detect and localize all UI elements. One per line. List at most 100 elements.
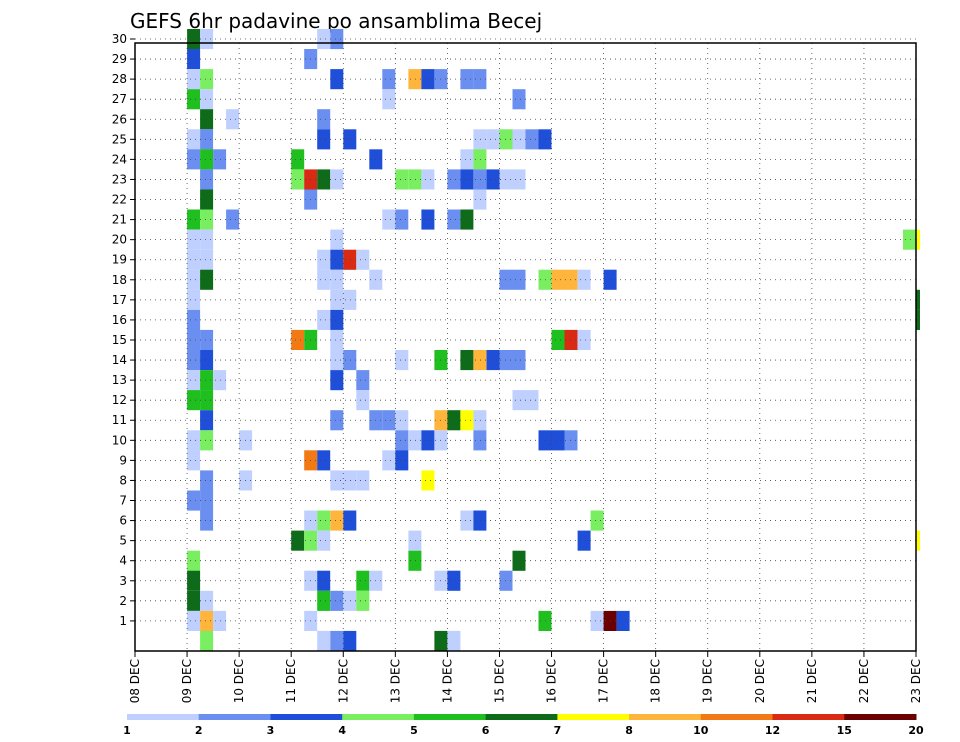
precip-cell (916, 309, 920, 330)
precip-cell (317, 590, 331, 611)
precip-cell (473, 510, 487, 531)
y-tick-label: 25 (112, 132, 127, 146)
colorbar-swatch (342, 714, 415, 720)
precip-cell (213, 370, 227, 391)
precip-cell (330, 29, 344, 50)
precip-cell (916, 229, 920, 250)
colorbar-swatch (127, 714, 200, 720)
x-tick-label: 12 DEC (336, 659, 350, 703)
plot-frame (134, 42, 917, 652)
precip-cell (447, 630, 461, 651)
precip-cell (200, 370, 214, 391)
precip-cell (317, 249, 331, 270)
precip-cell (395, 350, 409, 371)
precip-cell (916, 530, 920, 551)
grid-lines (135, 38, 916, 651)
x-tick-label: 20 DEC (753, 659, 767, 703)
precip-cell (356, 390, 370, 411)
precip-cell (187, 129, 201, 150)
precip-cell (525, 129, 539, 150)
precip-cell (356, 249, 370, 270)
precip-cell (447, 570, 461, 591)
precip-cell (330, 69, 344, 90)
precip-cell (200, 510, 214, 531)
precip-cell (330, 249, 344, 270)
precip-cell (187, 490, 201, 511)
precip-cell (916, 289, 920, 310)
x-tick-label: 16 DEC (545, 659, 559, 703)
precip-cell (421, 430, 435, 451)
precip-cell (421, 169, 435, 190)
precip-cell (200, 390, 214, 411)
precip-cell (226, 209, 240, 230)
y-tick-label: 16 (112, 313, 127, 327)
precip-cell (187, 430, 201, 451)
precip-cell (577, 329, 591, 350)
colorbar-label: 20 (908, 724, 924, 737)
precip-cell (330, 169, 344, 190)
precip-cell (473, 169, 487, 190)
y-tick-label: 26 (112, 112, 127, 126)
precip-cell (317, 169, 331, 190)
precip-cell (200, 269, 214, 290)
precip-cell (434, 630, 448, 651)
precip-cell (291, 530, 305, 551)
y-tick-label: 17 (112, 293, 127, 307)
precip-cell (343, 289, 357, 310)
precip-cell (213, 149, 227, 170)
y-tick-label: 8 (119, 473, 127, 487)
precip-cell (421, 69, 435, 90)
precip-cell (330, 329, 344, 350)
precip-cell (382, 209, 396, 230)
precip-cell (317, 129, 331, 150)
precip-cell (187, 29, 201, 50)
precip-cell (460, 69, 474, 90)
precip-cell (317, 630, 331, 651)
precip-cell (200, 189, 214, 210)
colorbar-label: 12 (765, 724, 780, 737)
precip-cell (187, 590, 201, 611)
precip-cell (317, 530, 331, 551)
colorbar-label: 2 (195, 724, 203, 737)
y-tick-label: 19 (112, 253, 127, 267)
precip-cell (187, 370, 201, 391)
precip-cell (330, 289, 344, 310)
precip-cell (330, 510, 344, 531)
precip-cell (317, 510, 331, 531)
precip-cell (330, 350, 344, 371)
precip-cell (590, 510, 604, 531)
precip-cell (200, 630, 214, 651)
precip-cell (343, 630, 357, 651)
colorbar-label: 15 (837, 724, 852, 737)
precip-cell (200, 470, 214, 491)
y-tick-label: 14 (112, 353, 127, 367)
y-tick-label: 20 (112, 233, 127, 247)
precip-cell (525, 390, 539, 411)
precip-cell (200, 610, 214, 631)
precip-cell (343, 249, 357, 270)
precip-cell (330, 410, 344, 431)
colorbar-swatch (413, 714, 487, 720)
precip-cell (473, 149, 487, 170)
precip-cell (356, 590, 370, 611)
precip-cell (395, 169, 409, 190)
precip-cell (460, 149, 474, 170)
y-tick-label: 7 (119, 494, 127, 508)
precip-cell (343, 350, 357, 371)
precip-cell (382, 89, 396, 110)
colorbar-label: 8 (625, 724, 633, 737)
precip-cell (395, 430, 409, 451)
precip-cell (317, 570, 331, 591)
y-tick-label: 24 (112, 152, 127, 166)
precip-cell (330, 370, 344, 391)
precip-cell (187, 570, 201, 591)
x-tick-label: 19 DEC (701, 659, 715, 703)
colorbar-swatch (629, 714, 702, 720)
y-tick-label: 30 (112, 32, 127, 46)
y-tick-label: 15 (112, 333, 127, 347)
y-tick-label: 10 (112, 433, 127, 447)
y-tick-label: 2 (119, 594, 127, 608)
precip-cell (460, 410, 474, 431)
precip-cell (460, 169, 474, 190)
